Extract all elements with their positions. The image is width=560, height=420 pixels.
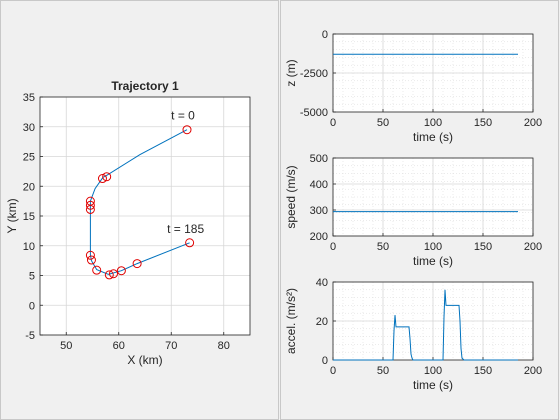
waypoint-marker bbox=[104, 270, 114, 280]
speed-y-tick-label: 200 bbox=[310, 231, 328, 243]
z-y-tick-label: 0 bbox=[322, 29, 328, 41]
traj-axes: 50 60 70 80 -5 0 5 10 15 20 25 30 35 X (km) Y (km) Traj… bbox=[5, 79, 251, 367]
traj-chart-title: Trajectory 1 bbox=[111, 79, 179, 93]
waypoint-marker bbox=[85, 200, 95, 210]
speed-y-axis-label: speed (m/s) bbox=[284, 165, 298, 228]
speed-x-tick-label: 150 bbox=[474, 241, 492, 253]
traj-x-tick-label: 50 bbox=[60, 340, 72, 352]
accel-x-tick-label: 50 bbox=[377, 365, 389, 377]
waypoint-marker bbox=[132, 259, 142, 269]
speed-x-tick-label: 100 bbox=[424, 241, 442, 253]
z-x-axis-label: time (s) bbox=[413, 130, 453, 144]
z-x-tick-label: 0 bbox=[330, 117, 336, 129]
trajectory-annotation: t = 0 bbox=[171, 109, 195, 123]
traj-x-axis-label: X (km) bbox=[127, 353, 162, 367]
z-x-tick-label: 150 bbox=[474, 117, 492, 129]
traj-y-tick-label: 25 bbox=[23, 152, 35, 164]
z-y-axis-label: z (m) bbox=[284, 59, 298, 86]
z-axes: 0 50 100 150 200 0 -2500 -5000 time (s) z (m) bbox=[284, 29, 542, 144]
speed-x-tick-label: 0 bbox=[330, 241, 336, 253]
z-x-tick-label: 200 bbox=[524, 117, 542, 129]
traj-y-tick-label: 30 bbox=[23, 122, 35, 134]
traj-x-tick-label: 80 bbox=[218, 340, 230, 352]
traj-y-tick-label: 15 bbox=[23, 211, 35, 223]
accel-axes: 0 50 100 150 200 0 20 40 time (s) accel. (m/s²) bbox=[284, 277, 542, 392]
waypoint-marker bbox=[109, 269, 118, 279]
waypoint-marker bbox=[92, 265, 102, 275]
accel-x-tick-label: 0 bbox=[330, 365, 336, 377]
z-x-tick-label: 100 bbox=[424, 117, 442, 129]
accel-x-tick-label: 200 bbox=[524, 365, 542, 377]
z-x-tick-label: 50 bbox=[377, 117, 389, 129]
z-y-tick-label: -5000 bbox=[300, 107, 328, 119]
waypoint-marker bbox=[86, 255, 96, 265]
waypoint-marker bbox=[85, 204, 95, 214]
accel-x-tick-label: 150 bbox=[474, 365, 492, 377]
traj-y-tick-label: -5 bbox=[25, 330, 35, 342]
z-y-tick-label: -2500 bbox=[300, 68, 328, 80]
speed-y-tick-label: 300 bbox=[310, 205, 328, 217]
waypoint-marker bbox=[102, 172, 112, 182]
speed-y-tick-label: 500 bbox=[310, 153, 328, 165]
speed-x-axis-label: time (s) bbox=[413, 254, 453, 268]
accel-series-line bbox=[333, 289, 518, 361]
accel-x-tick-label: 100 bbox=[424, 365, 442, 377]
waypoint-marker bbox=[85, 250, 95, 260]
speed-x-tick-label: 50 bbox=[377, 241, 389, 253]
waypoint-marker bbox=[185, 238, 195, 248]
accel-y-tick-label: 0 bbox=[322, 355, 328, 367]
traj-y-tick-label: 0 bbox=[29, 300, 35, 312]
speed-x-tick-label: 200 bbox=[524, 241, 542, 253]
traj-y-tick-label: 20 bbox=[23, 181, 35, 193]
traj-y-tick-label: 35 bbox=[23, 92, 35, 104]
speed-y-tick-label: 400 bbox=[310, 179, 328, 191]
traj-y-tick-label: 10 bbox=[23, 241, 35, 253]
traj-x-tick-label: 70 bbox=[165, 340, 177, 352]
waypoint-marker bbox=[116, 266, 126, 276]
waypoint-marker bbox=[97, 174, 107, 184]
traj-y-tick-label: 5 bbox=[29, 271, 35, 283]
accel-y-axis-label: accel. (m/s²) bbox=[284, 288, 298, 354]
trajectory-annotation: t = 185 bbox=[167, 222, 204, 236]
accel-x-axis-label: time (s) bbox=[413, 378, 453, 392]
accel-y-tick-label: 40 bbox=[316, 277, 328, 289]
traj-x-tick-label: 60 bbox=[113, 340, 125, 352]
accel-y-tick-label: 20 bbox=[316, 316, 328, 328]
traj-y-axis-label: Y (km) bbox=[5, 198, 19, 233]
waypoint-marker bbox=[182, 125, 192, 135]
speed-axes: 0 50 100 150 200 200 300 400 500 time (s) speed (m… bbox=[284, 153, 542, 268]
